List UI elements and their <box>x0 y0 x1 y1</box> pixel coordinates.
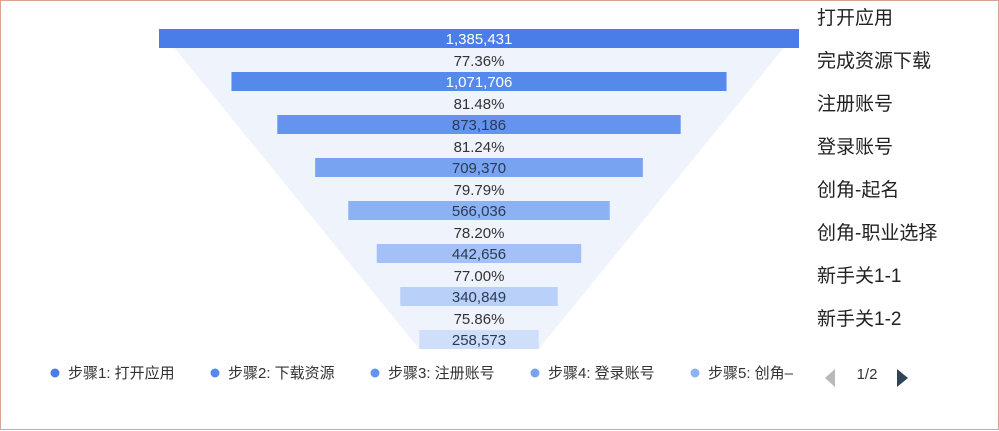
conversion-rate-label: 81.48% <box>454 96 505 113</box>
legend-item-label[interactable]: 步骤5: 创角– <box>708 365 794 382</box>
funnel-bar[interactable] <box>400 287 558 306</box>
bar-value-label: 258,573 <box>452 332 506 349</box>
bar-value-label: 709,370 <box>452 160 506 177</box>
funnel-bar[interactable] <box>231 72 727 91</box>
conversion-rate-label: 78.20% <box>454 225 505 242</box>
bar-value-label: 566,036 <box>452 203 506 220</box>
funnel-bar[interactable] <box>277 115 681 134</box>
legend-marker <box>530 368 540 378</box>
bar-value-label: 873,186 <box>452 117 506 134</box>
funnel-bar[interactable] <box>376 244 582 263</box>
stage-name-label: 完成资源下载 <box>817 50 931 72</box>
stage-name-label: 新手关1-2 <box>817 308 901 330</box>
legend-item-label[interactable]: 步骤3: 注册账号 <box>388 365 495 382</box>
legend-marker <box>210 368 220 378</box>
funnel-bar[interactable] <box>159 29 799 48</box>
bar-value-label: 340,849 <box>452 289 506 306</box>
conversion-rate-label: 75.86% <box>454 311 505 328</box>
funnel-background <box>159 29 799 349</box>
funnel-bar[interactable] <box>315 158 643 177</box>
stage-name-label: 打开应用 <box>817 7 893 29</box>
chevron-left-icon[interactable] <box>825 369 835 387</box>
conversion-rate-label: 81.24% <box>454 139 505 156</box>
legend-page-indicator: 1/2 <box>857 366 878 383</box>
legend-item-label[interactable]: 步骤4: 登录账号 <box>548 365 655 382</box>
stage-name-label: 创角-职业选择 <box>817 222 937 244</box>
legend-marker <box>50 368 60 378</box>
conversion-rate-label: 79.79% <box>454 182 505 199</box>
stage-name-label: 注册账号 <box>817 93 893 115</box>
legend-item-label[interactable]: 步骤2: 下载资源 <box>228 365 335 382</box>
legend-item-label[interactable]: 步骤1: 打开应用 <box>68 364 175 382</box>
stage-name-label: 登录账号 <box>817 136 893 158</box>
conversion-rate-label: 77.00% <box>454 268 505 285</box>
conversion-rate-label: 77.36% <box>454 53 505 70</box>
legend: 步骤1: 打开应用 步骤2: 下载资源 步骤3: 注册账号 步骤4: 登录账号 步骤5:… <box>50 364 908 387</box>
bar-value-label: 1,385,431 <box>446 31 513 48</box>
funnel-bar[interactable] <box>348 201 610 220</box>
stage-name-label: 新手关1-1 <box>817 265 901 287</box>
legend-marker <box>690 368 700 378</box>
chevron-right-icon[interactable] <box>897 369 908 387</box>
bar-value-label: 1,071,706 <box>446 74 513 91</box>
funnel-group: 1,385,431 77.36% 1,071,706 81.48% 873,186 81.… <box>159 29 799 349</box>
legend-marker <box>370 368 380 378</box>
bar-value-label: 442,656 <box>452 246 506 263</box>
stage-name-label: 创角-起名 <box>817 179 899 201</box>
funnel-bar[interactable] <box>419 330 539 349</box>
